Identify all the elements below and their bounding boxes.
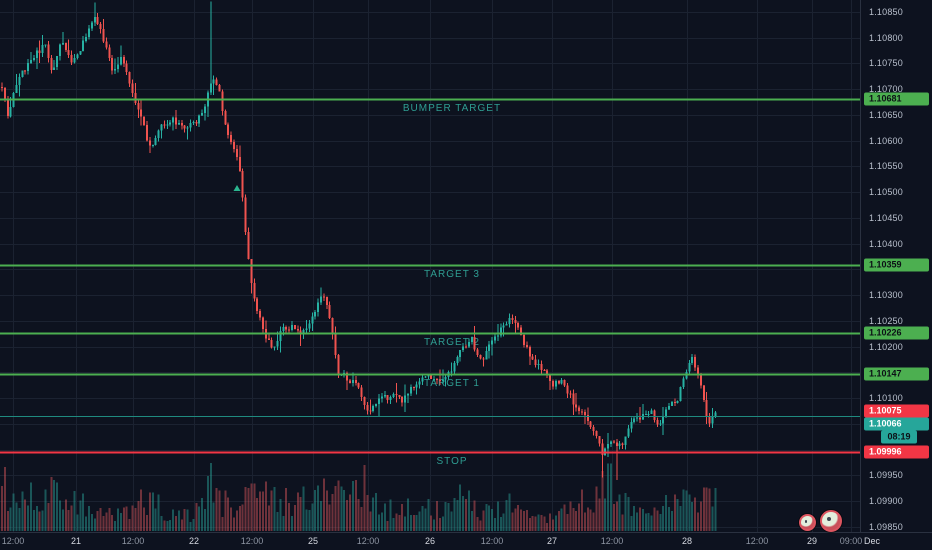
time-tick-label: 21 [70,536,82,546]
active-price-label: 1.10066 [864,417,929,431]
price-tick-label: 1.09850 [869,522,903,532]
level-lines-layer [0,98,860,454]
time-tick-label: 12:00 [480,536,504,546]
price-label-stop: 1.09996 [864,445,929,459]
time-tick-label: 25 [307,536,319,546]
time-tick-label: 12:00 [240,536,264,546]
price-tick-label: 1.09950 [869,470,903,480]
time-axis[interactable]: 12:00 21 12:00 22 12:00 25 12:00 26 12:00 27 12:00… [0,532,932,550]
candles-layer [1,1,717,481]
last-price-label: 1.10075 [864,404,929,418]
price-tick-label: 1.09900 [869,496,903,506]
price-tick-label: 1.10100 [869,393,903,403]
buy-signal-marker-icon[interactable] [233,185,241,191]
time-tick-label: 12:00 [121,536,145,546]
time-tick-label: Dec [863,536,881,546]
time-tick-label: 28 [681,536,693,546]
chart-canvas[interactable]: BUMPER TARGET TARGET 3 TARGET 2 TARGET 1 STO… [0,0,860,532]
price-tick-label: 1.10250 [869,316,903,326]
level-label-bumper-target: BUMPER TARGET [403,103,501,114]
price-tick-label: 1.10550 [869,161,903,171]
emoji-sticker-icon[interactable] [820,510,842,532]
time-tick-label: 22 [188,536,200,546]
price-tick-label: 1.10650 [869,110,903,120]
volume-layer [1,463,717,531]
level-label-stop: STOP [436,456,467,467]
level-labels-layer: BUMPER TARGET TARGET 3 TARGET 2 TARGET 1 STO… [403,103,501,467]
time-tick-label: 12:00 [1,536,25,546]
price-tick-label: 1.10450 [869,213,903,223]
price-tick-label: 1.10850 [869,7,903,17]
price-tick-label: 1.10400 [869,239,903,249]
price-tick-label: 1.10600 [869,136,903,146]
price-label-target-1: 1.10147 [864,367,929,381]
time-tick-label: 12:00 [600,536,624,546]
price-tick-label: 1.10700 [869,84,903,94]
time-tick-label: 12:00 [356,536,380,546]
price-label-target-3: 1.10359 [864,258,929,272]
grid-layer [0,0,860,532]
price-tick-label: 1.10800 [869,33,903,43]
price-label-bumper-target: 1.10681 [864,92,929,106]
bar-countdown-label: 08:19 [881,430,917,444]
level-label-target-1: TARGET 1 [424,378,480,389]
price-tick-label: 1.10200 [869,342,903,352]
time-tick-label: 29 [806,536,818,546]
price-tick-label: 1.10300 [869,290,903,300]
price-tick-label: 1.10750 [869,58,903,68]
price-tick-label: 1.10500 [869,187,903,197]
time-tick-label: 26 [424,536,436,546]
price-axis[interactable]: 1.10850 1.10800 1.10750 1.10700 1.10650 1.106… [860,0,932,532]
price-label-target-2: 1.10226 [864,326,929,340]
time-tick-label: 27 [546,536,558,546]
level-label-target-2: TARGET 2 [424,337,480,348]
time-tick-label: 09:00 [839,536,863,546]
level-label-target-3: TARGET 3 [424,269,480,280]
time-tick-label: 12:00 [745,536,769,546]
emoji-sticker-icon[interactable] [799,514,816,531]
